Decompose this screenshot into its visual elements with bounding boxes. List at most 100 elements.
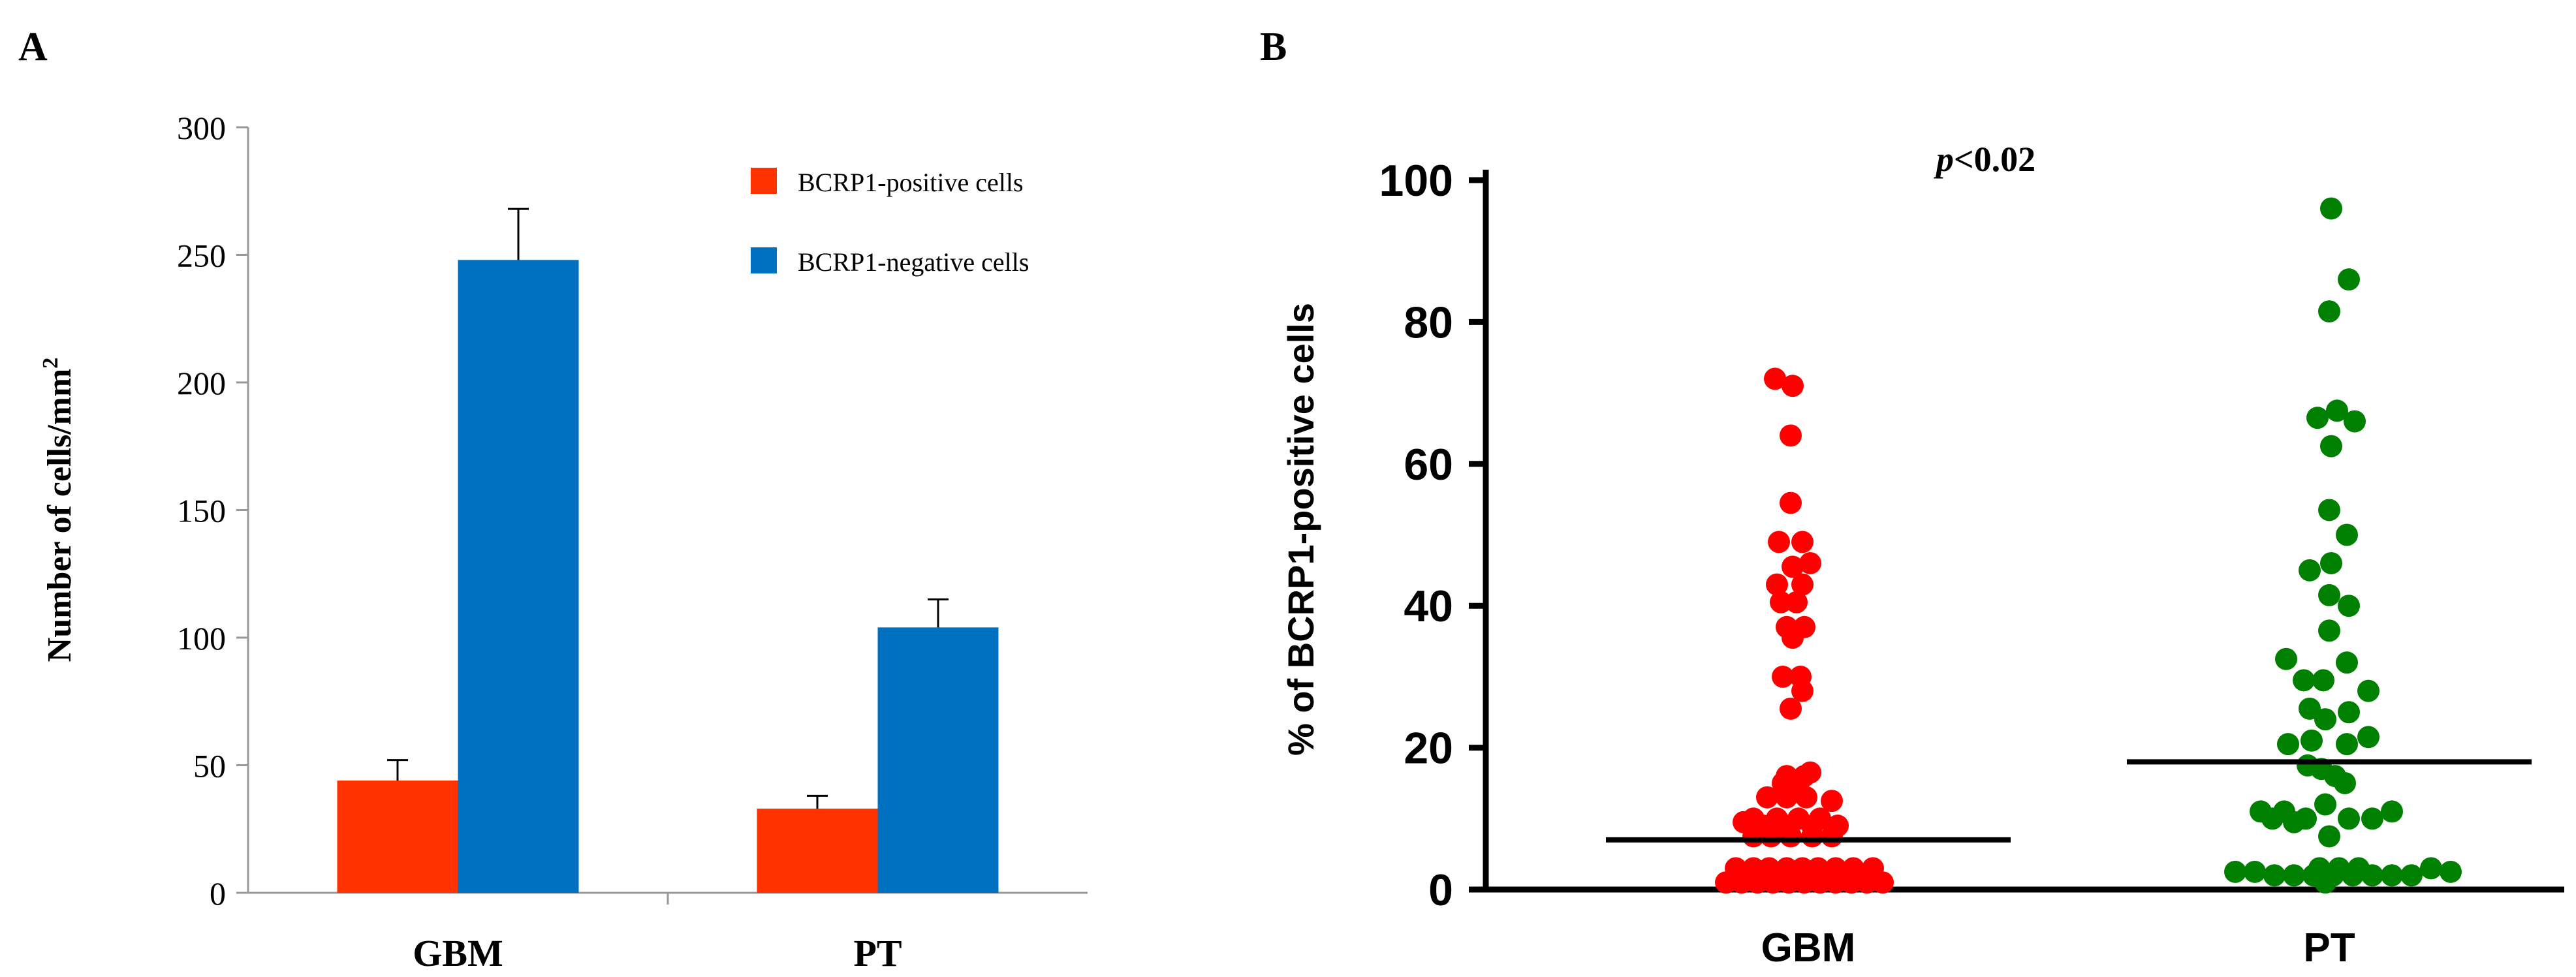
b-y-tick-label: 40 [1404, 582, 1453, 631]
b-point-pt [2357, 726, 2380, 749]
b-point-pt [2293, 669, 2315, 692]
b-point-pt [2357, 679, 2380, 702]
b-point-gbm [1825, 871, 1847, 894]
a-y-tick-label: 150 [177, 493, 226, 529]
b-point-pt [2263, 864, 2285, 887]
b-point-gbm [1780, 424, 1802, 447]
a-bar-bcrp1-positive-cells-pt [757, 808, 878, 893]
a-bars [337, 208, 999, 893]
b-point-pt [2440, 860, 2462, 883]
b-point-pt [2336, 733, 2358, 756]
a-y-tick-label: 250 [177, 238, 226, 274]
b-point-pt [2338, 268, 2360, 291]
b-point-pt [2320, 197, 2342, 220]
b-point-gbm [1872, 871, 1894, 894]
b-point-pt [2336, 651, 2358, 674]
a-bar-bcrp1-positive-cells-gbm [337, 780, 458, 893]
b-point-gbm [1799, 551, 1821, 574]
b-point-pt [2283, 811, 2305, 833]
b-point-pt [2224, 860, 2246, 883]
b-points [1715, 197, 2462, 894]
b-point-gbm [1809, 871, 1831, 894]
b-point-pt [2338, 807, 2360, 830]
b-y-tick-label: 0 [1428, 865, 1453, 915]
b-y-ticks: 0 20 40 60 80 100 [1379, 156, 1486, 915]
b-point-gbm [1840, 871, 1862, 894]
b-point-pt [2283, 864, 2305, 887]
b-point-gbm [1756, 786, 1778, 809]
a-legend-swatch [751, 168, 777, 194]
b-point-gbm [1762, 871, 1784, 894]
b-point-pt [2334, 771, 2356, 794]
b-point-gbm [1780, 491, 1802, 514]
b-point-pt [2275, 647, 2297, 670]
a-y-axis-label: Number of cells/mm2 [39, 358, 78, 662]
b-point-gbm [1731, 871, 1753, 894]
a-legend-swatch [751, 247, 777, 273]
a-x-tick-label: PT [853, 932, 902, 974]
panel-a-bar-chart: A 0 50 100 150 200 250 300 GBM PT Number of cel… [18, 25, 1088, 974]
b-x-tick-label: PT [2303, 925, 2355, 970]
b-point-pt [2336, 523, 2358, 546]
b-point-pt [2326, 399, 2348, 422]
b-point-gbm [1785, 591, 1808, 613]
b-point-pt [2301, 729, 2323, 752]
b-point-gbm [1764, 367, 1786, 390]
b-point-gbm [1715, 871, 1737, 894]
b-y-tick-label: 100 [1379, 156, 1453, 206]
b-y-axis-label: % of BCRP1-positive cells [1280, 303, 1321, 756]
b-point-gbm [1770, 591, 1792, 613]
a-x-tick-labels: GBM PT [413, 893, 902, 974]
a-y-tick-label: 100 [177, 620, 226, 657]
b-point-gbm [1766, 573, 1788, 596]
b-point-gbm [1760, 825, 1782, 848]
b-point-gbm [1793, 871, 1815, 894]
b-point-pt [2361, 864, 2383, 887]
b-point-gbm [1791, 573, 1814, 596]
b-point-gbm [1791, 531, 1814, 553]
b-mean-lines [1606, 759, 2532, 843]
b-point-gbm [1776, 786, 1798, 809]
b-point-pt [2318, 825, 2340, 848]
b-point-pt [2318, 619, 2340, 642]
a-y-tick-label: 50 [193, 748, 226, 784]
b-point-gbm [1780, 825, 1802, 848]
b-point-pt [2338, 595, 2360, 617]
b-y-tick-label: 20 [1404, 724, 1453, 773]
a-x-tick-label: GBM [413, 932, 503, 974]
a-y-ticks: 0 50 100 150 200 250 300 [177, 110, 248, 912]
b-point-pt [2381, 864, 2403, 887]
panel-a-label: A [18, 25, 48, 69]
b-point-pt [2244, 860, 2266, 883]
b-point-pt [2299, 697, 2321, 720]
b-point-gbm [1780, 697, 1802, 720]
b-y-tick-label: 60 [1404, 440, 1453, 489]
b-point-pt [2314, 708, 2336, 731]
b-point-pt [2342, 864, 2364, 887]
b-point-pt [2400, 864, 2423, 887]
a-y-tick-label: 0 [210, 875, 226, 912]
a-y-tick-label: 300 [177, 110, 226, 146]
a-y-tick-label: 200 [177, 365, 226, 401]
b-point-pt [2318, 583, 2340, 606]
b-point-gbm [1782, 375, 1804, 397]
b-point-gbm [1782, 555, 1804, 578]
b-point-gbm [1768, 531, 1790, 553]
p-value-text: <0.02 [1954, 140, 2035, 179]
b-point-gbm [1746, 871, 1768, 894]
a-bar-bcrp1-negative-cells-pt [877, 627, 999, 893]
b-y-tick-label: 80 [1404, 298, 1453, 347]
b-point-gbm [1821, 825, 1843, 848]
b-point-gbm [1782, 627, 1804, 649]
b-point-pt [2277, 733, 2299, 756]
b-point-gbm [1856, 871, 1878, 894]
b-point-gbm [1791, 679, 1814, 702]
a-y-axis-label-main: Number of cells/mm [41, 369, 78, 662]
b-x-tick-labels: GBM PT [1761, 925, 2355, 970]
b-point-pt [2299, 559, 2321, 582]
b-point-pt [2381, 800, 2403, 823]
a-bar-bcrp1-negative-cells-gbm [458, 260, 579, 893]
b-point-pt [2361, 807, 2383, 830]
b-point-gbm [1801, 825, 1823, 848]
